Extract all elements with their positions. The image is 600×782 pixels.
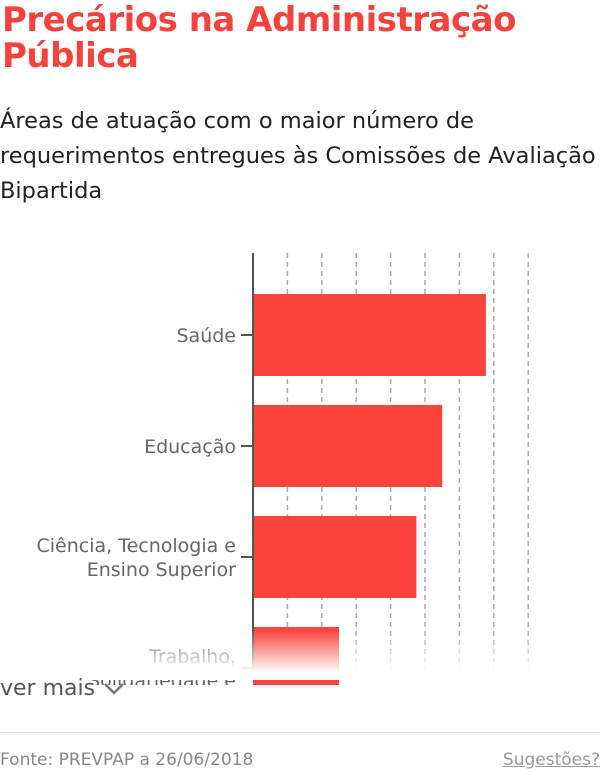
- bar: [253, 516, 417, 598]
- suggestions-link[interactable]: Sugestões?: [502, 750, 600, 770]
- bar: [253, 405, 443, 487]
- chart-subtitle: Áreas de atuação com o maior número de r…: [0, 108, 596, 204]
- footer-divider: [0, 732, 600, 733]
- chart-title: Precários na Administração Pública: [2, 0, 516, 76]
- source-note: Fonte: PREVPAP a 26/06/2018: [0, 750, 254, 770]
- category-label: Ciência, Tecnologia e Ensino Superior: [36, 535, 236, 581]
- category-label: Saúde: [177, 325, 237, 347]
- chevron-down-icon: [104, 682, 124, 695]
- bar: [253, 294, 486, 376]
- fade-overlay: [0, 630, 600, 680]
- see-more-label: ver mais: [0, 676, 96, 701]
- see-more-button[interactable]: ver mais: [0, 676, 125, 701]
- bar-chart: Saúde Educação Ciência, Tecnologia e Ensino…: [36, 253, 529, 685]
- category-label: Educação: [144, 436, 236, 458]
